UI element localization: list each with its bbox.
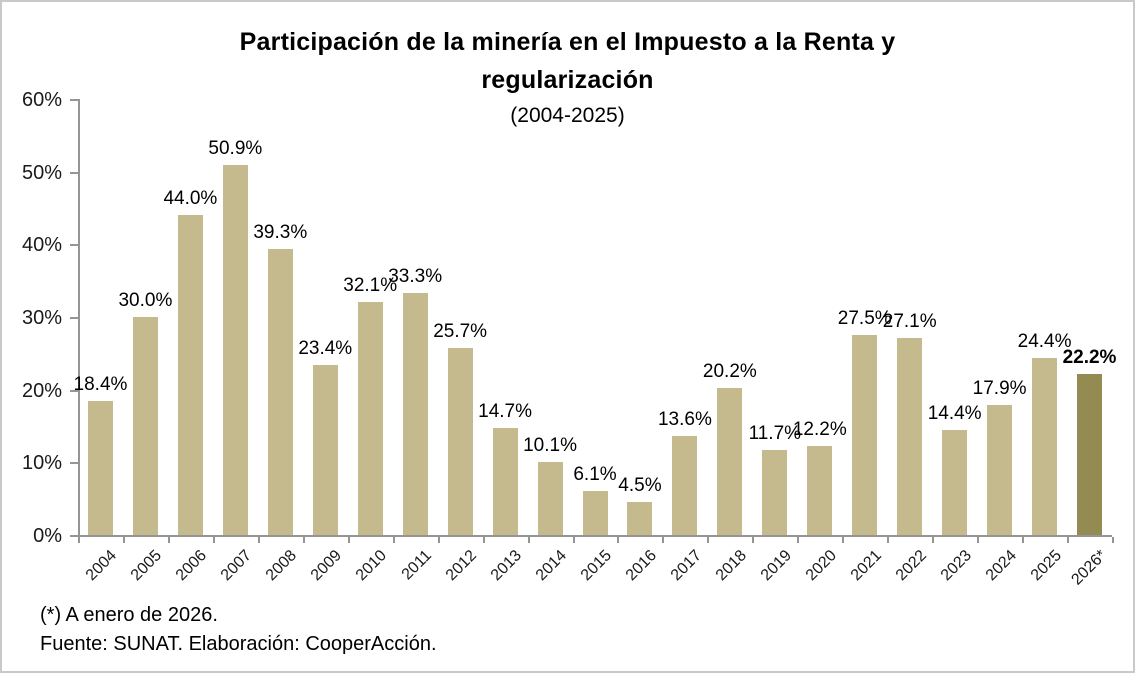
- x-axis-tick: [527, 537, 530, 543]
- bar: [762, 449, 788, 535]
- bar-value-label: 27.1%: [882, 311, 937, 333]
- bar: [942, 430, 968, 535]
- bar-value-label: 44.0%: [163, 188, 218, 210]
- x-axis-tick: [572, 537, 575, 543]
- y-axis-tick: [70, 535, 80, 537]
- bar-value-label: 20.2%: [702, 361, 757, 383]
- chart-subtitle: (2004-2025): [510, 104, 625, 127]
- y-axis-tick: [70, 99, 80, 101]
- y-axis-label: 60%: [21, 89, 62, 111]
- bar-value-label: 24.4%: [1017, 330, 1072, 352]
- x-axis-tick: [78, 537, 80, 543]
- chart-footnote: (*) A enero de 2026.: [40, 604, 218, 626]
- bar: [987, 404, 1013, 535]
- x-axis-tick: [977, 537, 980, 543]
- x-axis-tick: [392, 537, 395, 543]
- x-axis-tick: [257, 537, 260, 543]
- bar-value-label: 27.5%: [837, 308, 892, 330]
- x-axis-tick: [167, 537, 170, 543]
- bar-value-label: 11.7%: [748, 422, 802, 444]
- bar-value-label: 6.1%: [573, 463, 617, 485]
- bar: [717, 388, 743, 535]
- bar: [177, 215, 203, 535]
- bar: [312, 364, 338, 535]
- chart-title-line1: Participación de la minería en el Impues…: [239, 28, 896, 56]
- bar: [582, 490, 608, 535]
- bar: [627, 502, 653, 535]
- x-axis-tick: [1067, 537, 1070, 543]
- bar-value-label: 30.0%: [118, 290, 173, 311]
- x-axis-tick: [302, 537, 305, 543]
- x-axis-tick: [797, 537, 800, 543]
- bar-value-label: 18.4%: [73, 374, 128, 396]
- y-axis-label: 40%: [21, 234, 62, 257]
- x-axis-tick: [1022, 537, 1025, 543]
- bar: [807, 446, 833, 535]
- bar: [1032, 357, 1058, 535]
- bar-value-label: 10.1%: [523, 434, 577, 456]
- bar: [447, 348, 473, 535]
- x-axis-line: [78, 535, 1112, 537]
- x-axis-tick: [1112, 537, 1114, 543]
- bar: [1077, 373, 1103, 535]
- x-axis-tick: [122, 537, 125, 543]
- bar: [357, 301, 383, 535]
- y-axis-tick: [70, 244, 80, 247]
- x-axis-tick: [887, 537, 890, 543]
- bar: [852, 335, 878, 535]
- y-axis-tick: [70, 171, 80, 174]
- y-axis-label: 50%: [21, 161, 62, 184]
- y-axis-tick: [70, 389, 80, 392]
- bar: [897, 338, 923, 535]
- bar-value-label: 32.1%: [343, 274, 398, 296]
- bar: [402, 293, 428, 535]
- chart-title-line2: regularización: [481, 66, 654, 94]
- x-axis-tick: [707, 537, 710, 543]
- bar: [267, 249, 293, 535]
- y-axis-label: 30%: [21, 307, 62, 329]
- bar-value-label: 17.9%: [972, 377, 1027, 399]
- bar-value-label: 12.2%: [792, 419, 847, 441]
- bar-value-label: 13.6%: [657, 409, 712, 431]
- x-axis-tick: [482, 537, 485, 543]
- y-axis-label: 20%: [21, 379, 62, 402]
- x-axis-tick: [437, 537, 440, 543]
- x-axis-tick: [752, 537, 755, 543]
- x-axis-tick: [662, 537, 665, 543]
- x-axis-tick: [842, 537, 845, 543]
- bar-value-label: 39.3%: [253, 222, 308, 244]
- y-axis-tick: [70, 317, 80, 319]
- x-axis-tick: [617, 537, 620, 543]
- bar-value-label: 14.4%: [927, 403, 982, 425]
- bar: [87, 401, 113, 535]
- x-axis-tick: [212, 537, 215, 543]
- x-axis-tick: [932, 537, 935, 543]
- bar: [492, 428, 518, 535]
- bar-value-label: 33.3%: [388, 266, 443, 288]
- bar: [222, 165, 248, 535]
- bar-value-label: 22.2%: [1062, 346, 1117, 368]
- bar-value-label: 14.7%: [478, 401, 533, 423]
- y-axis-tick: [70, 462, 80, 465]
- bar: [537, 461, 563, 535]
- chart-source: Fuente: SUNAT. Elaboración: CooperAcción…: [40, 633, 437, 655]
- bar-value-label: 4.5%: [618, 475, 662, 497]
- bar-value-label: 50.9%: [208, 138, 263, 160]
- y-axis-label: 0%: [33, 525, 62, 547]
- y-axis-label: 10%: [21, 452, 62, 475]
- bar: [672, 436, 698, 535]
- bar: [132, 317, 158, 535]
- bar-value-label: 23.4%: [298, 337, 353, 359]
- x-axis-tick: [347, 537, 350, 543]
- bar-value-label: 25.7%: [433, 321, 488, 343]
